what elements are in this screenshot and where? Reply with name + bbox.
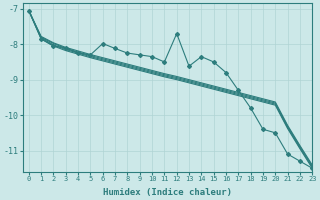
X-axis label: Humidex (Indice chaleur): Humidex (Indice chaleur): [103, 188, 232, 197]
